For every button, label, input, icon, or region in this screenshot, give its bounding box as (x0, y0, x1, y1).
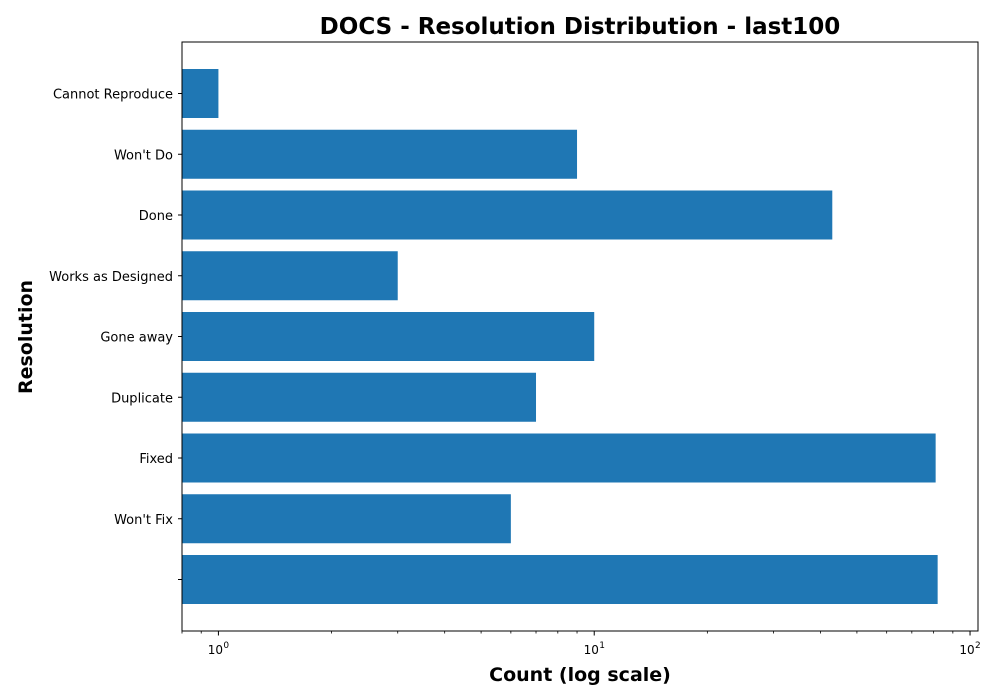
y-tick-label-6: Fixed (139, 452, 173, 467)
x-axis-ticks: 10 0 10 1 10 2 (181, 631, 981, 657)
y-tick-label-2: Done (139, 209, 173, 224)
x-axis-label: Count (log scale) (489, 664, 671, 686)
bar-3 (182, 251, 398, 301)
bar-2 (182, 190, 833, 240)
chart-title: DOCS - Resolution Distribution - last100 (320, 14, 841, 40)
plot-frame (181, 41, 979, 632)
x-tick-exponent-2: 2 (975, 641, 981, 651)
y-tick-label-7: Won't Fix (114, 513, 173, 528)
x-tick-label-1: 10 (584, 643, 599, 657)
y-tick-label-1: Won't Do (114, 148, 173, 163)
bar-6 (182, 433, 936, 483)
x-tick-label-0: 10 (208, 643, 223, 657)
bar-0 (182, 69, 219, 118)
y-tick-label-4: Gone away (100, 331, 173, 346)
bar-7 (182, 494, 511, 544)
x-tick-label-2: 10 (959, 643, 974, 657)
x-tick-exponent-1: 1 (599, 641, 605, 651)
y-axis-ticks: Cannot Reproduce Won't Do Done Works as Des… (49, 88, 182, 580)
y-tick-label-5: Duplicate (111, 391, 173, 406)
y-axis-label: Resolution (15, 280, 37, 394)
bar-8 (182, 555, 938, 604)
y-tick-label-3: Works as Designed (49, 270, 173, 285)
bar-1 (182, 129, 578, 179)
bar-5 (182, 372, 537, 422)
bar-4 (182, 312, 595, 361)
x-tick-exponent-0: 0 (223, 641, 229, 651)
y-tick-label-0: Cannot Reproduce (53, 88, 173, 103)
bars-group (182, 69, 938, 604)
